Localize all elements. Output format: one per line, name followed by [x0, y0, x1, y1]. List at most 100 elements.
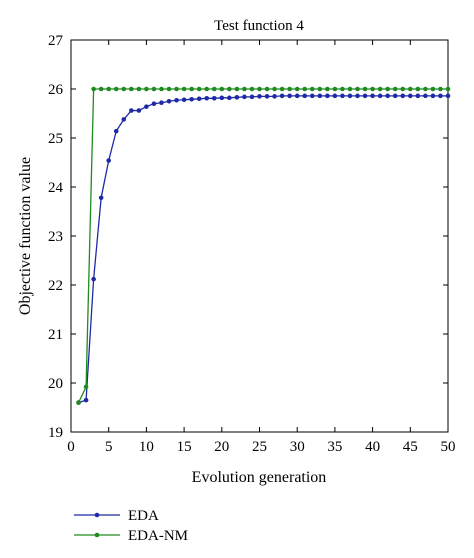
- x-tick-label: 15: [177, 439, 192, 455]
- data-point-eda-nm: [423, 86, 428, 92]
- x-tick-label: 45: [403, 439, 418, 455]
- data-point-eda-nm: [272, 86, 277, 92]
- y-tick-label: 25: [48, 131, 63, 147]
- data-point-eda: [355, 93, 360, 99]
- data-point-eda-nm: [151, 86, 157, 92]
- data-point-eda: [325, 93, 330, 99]
- data-point-eda: [264, 94, 270, 99]
- y-tick-label: 24: [48, 180, 64, 196]
- data-point-eda-nm: [370, 86, 375, 92]
- series-line-eda-nm: [77, 88, 448, 403]
- x-axis: 0 5 10 15 20 25 30 35 40 45 50: [67, 40, 456, 455]
- legend-label-eda: EDA: [128, 508, 159, 524]
- data-point-eda-nm: [91, 86, 96, 92]
- x-tick-label: 5: [105, 439, 113, 455]
- data-point-eda-nm: [362, 86, 368, 92]
- data-point-eda-nm: [113, 86, 119, 92]
- data-point-eda: [377, 93, 383, 99]
- plot-area: [70, 39, 449, 433]
- data-point-eda-nm: [385, 86, 390, 92]
- legend-marker-eda-nm: [94, 532, 100, 538]
- x-tick-label: 50: [441, 439, 456, 455]
- data-point-eda-nm: [144, 86, 149, 92]
- data-point-eda: [309, 93, 315, 99]
- x-tick-label: 40: [365, 439, 380, 455]
- data-point-eda: [438, 93, 443, 99]
- data-point-eda-nm: [408, 86, 413, 92]
- data-point-eda-nm: [257, 86, 262, 92]
- data-point-eda-nm: [166, 86, 172, 92]
- data-point-eda-nm: [129, 86, 134, 92]
- data-point-eda: [332, 93, 338, 99]
- data-point-eda-nm: [415, 86, 421, 92]
- data-point-eda-nm: [219, 86, 225, 92]
- data-point-eda: [317, 93, 323, 99]
- data-point-eda: [211, 96, 217, 101]
- data-point-eda: [302, 93, 308, 99]
- data-point-eda: [196, 96, 202, 102]
- data-point-eda: [144, 104, 149, 109]
- data-point-eda: [98, 195, 104, 201]
- data-point-eda-nm: [309, 86, 315, 92]
- data-point-eda: [151, 101, 157, 106]
- data-point-eda: [189, 96, 194, 102]
- y-tick-label: 23: [48, 229, 63, 245]
- data-point-eda: [219, 95, 225, 101]
- data-point-eda-nm: [430, 86, 436, 92]
- data-point-eda: [272, 94, 277, 99]
- data-point-eda-nm: [264, 86, 270, 92]
- data-point-eda: [287, 93, 292, 99]
- data-point-eda-nm: [242, 86, 247, 92]
- data-point-eda-nm: [249, 86, 255, 92]
- series-line-eda: [78, 95, 448, 404]
- data-point-eda: [257, 94, 262, 99]
- data-point-eda: [362, 93, 368, 99]
- x-tick-label: 10: [139, 439, 154, 455]
- data-point-eda: [204, 96, 210, 101]
- y-axis: 19 20 21 22 23 24 25 26 27: [48, 33, 448, 441]
- legend-label-eda-nm: EDA-NM: [128, 528, 188, 544]
- data-point-eda-nm: [279, 86, 285, 92]
- data-point-eda: [445, 93, 451, 99]
- data-point-eda: [415, 93, 421, 99]
- data-point-eda: [408, 93, 413, 99]
- x-tick-label: 25: [252, 439, 267, 455]
- data-point-eda-nm: [392, 86, 398, 92]
- data-point-eda-nm: [377, 86, 383, 92]
- data-point-eda-nm: [325, 86, 330, 92]
- data-point-eda: [392, 93, 398, 99]
- data-point-eda: [430, 93, 436, 99]
- data-point-eda: [279, 93, 285, 99]
- data-point-eda: [113, 128, 119, 134]
- data-point-eda-nm: [159, 86, 164, 92]
- data-point-eda-nm: [294, 86, 300, 92]
- data-point-eda: [242, 94, 247, 100]
- data-point-eda-nm: [234, 86, 240, 92]
- data-point-eda: [423, 93, 428, 99]
- data-point-eda: [121, 117, 127, 122]
- data-point-eda: [400, 93, 406, 99]
- data-point-eda-nm: [287, 86, 292, 92]
- data-point-eda: [385, 93, 390, 99]
- data-point-eda-nm: [76, 400, 81, 405]
- data-point-eda: [136, 108, 142, 113]
- data-point-eda-nm: [317, 86, 323, 92]
- y-tick-label: 26: [48, 82, 64, 98]
- data-point-eda-nm: [174, 86, 179, 92]
- x-tick-label: 0: [67, 439, 75, 455]
- data-point-eda-nm: [121, 86, 127, 92]
- data-point-eda: [129, 108, 134, 113]
- data-point-eda-nm: [181, 86, 187, 92]
- data-point-eda-nm: [445, 86, 451, 92]
- data-point-eda-nm: [211, 86, 217, 92]
- data-point-eda: [340, 93, 345, 99]
- data-point-eda-nm: [227, 86, 232, 92]
- legend-marker-eda: [94, 512, 100, 518]
- data-point-eda-nm: [355, 86, 360, 92]
- data-point-eda: [83, 397, 89, 403]
- data-point-eda: [91, 276, 96, 282]
- data-point-eda: [294, 93, 300, 99]
- x-axis-label: Evolution generation: [192, 469, 327, 486]
- y-tick-label: 21: [48, 327, 63, 343]
- data-point-eda-nm: [196, 86, 202, 92]
